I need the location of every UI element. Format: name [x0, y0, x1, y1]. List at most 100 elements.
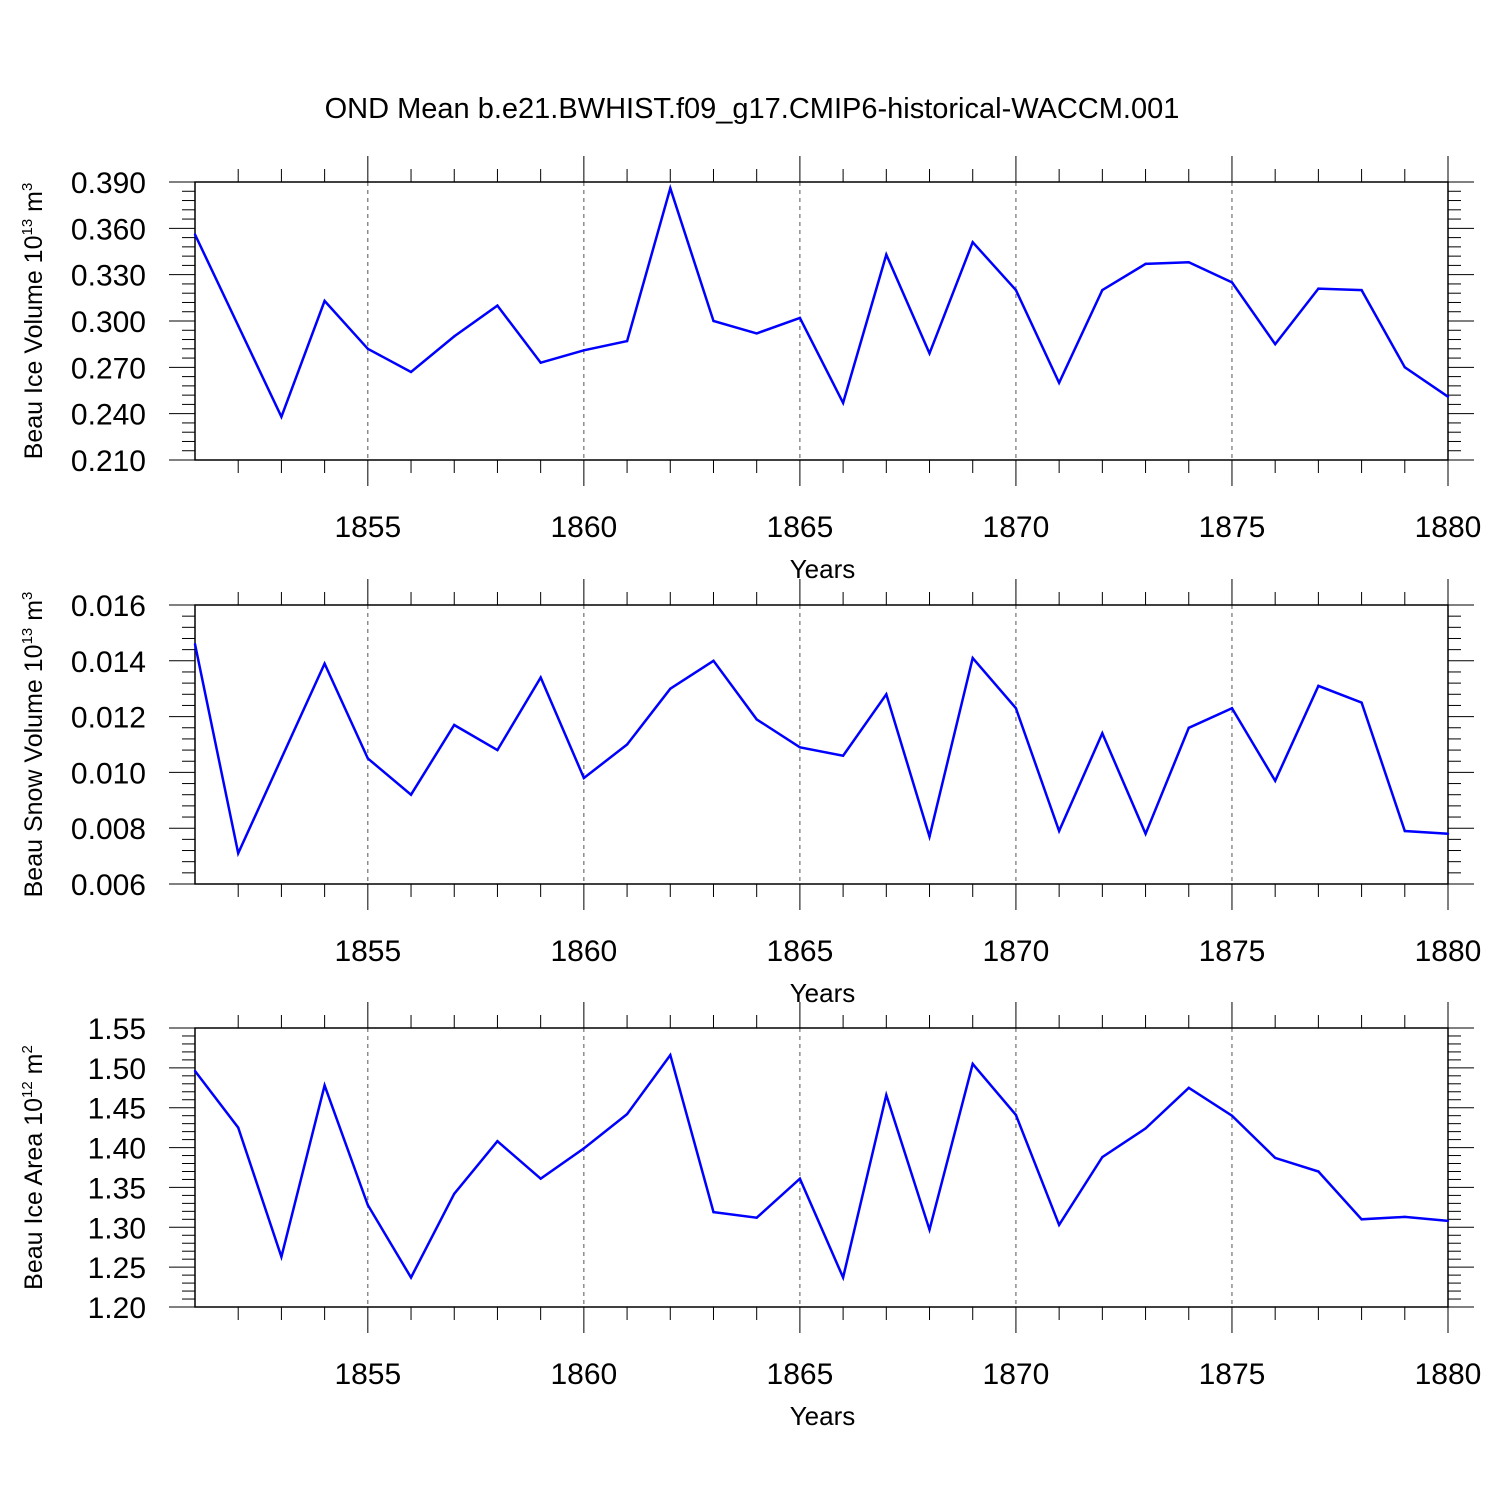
data-point	[280, 757, 283, 760]
data-point	[1057, 381, 1061, 384]
data-point	[539, 676, 542, 679]
y-axis-title-superscript: 2	[19, 1045, 36, 1053]
y-axis-title-superscript: 3	[19, 592, 36, 600]
y-tick-label: 0.210	[71, 445, 146, 478]
y-tick-label: 0.390	[71, 167, 146, 200]
x-tick-label: 1870	[983, 935, 1050, 968]
data-point	[193, 233, 197, 236]
x-axis-title: Years	[790, 1401, 856, 1431]
data-point	[1360, 288, 1363, 292]
data-point	[798, 1177, 802, 1180]
x-tick-label: 1860	[550, 511, 617, 544]
y-axis-title-part: m	[20, 600, 48, 628]
x-tick-label: 1855	[334, 1358, 401, 1391]
x-tick-label: 1880	[1415, 511, 1482, 544]
data-point	[193, 642, 197, 646]
y-axis-title-part: Beau Ice Volume 10	[20, 236, 48, 460]
y-tick-label: 0.016	[71, 590, 146, 623]
data-point	[1187, 726, 1190, 729]
data-point	[1101, 732, 1104, 735]
data-point	[1144, 262, 1147, 266]
data-point	[885, 693, 888, 696]
y-tick-label: 0.300	[71, 306, 146, 339]
data-point	[841, 401, 845, 405]
x-tick-label: 1880	[1415, 1358, 1482, 1391]
y-axis-title-part: m	[20, 1054, 48, 1082]
data-point	[323, 1084, 326, 1087]
data-point	[1360, 701, 1363, 704]
data-point	[971, 1062, 974, 1066]
data-point	[755, 332, 758, 335]
y-axis-title-part: m	[20, 191, 48, 219]
data-point	[1144, 1127, 1147, 1130]
data-point	[712, 659, 715, 662]
data-point	[885, 1093, 888, 1097]
data-point	[798, 746, 802, 749]
plot-frame	[194, 604, 1449, 885]
data-point	[625, 339, 629, 343]
data-point	[1446, 832, 1450, 835]
y-axis-title-part: Beau Ice Area 10	[20, 1098, 48, 1290]
data-point	[1057, 1223, 1061, 1227]
series-line	[193, 183, 1449, 421]
data-point	[971, 656, 974, 660]
y-axis-title: Beau Snow Volume 1013 m3	[19, 592, 48, 898]
data-point	[625, 743, 629, 746]
data-point	[496, 1139, 499, 1143]
data-point	[1101, 1155, 1104, 1159]
data-point	[453, 723, 456, 727]
data-point	[1057, 829, 1061, 833]
data-point	[1187, 261, 1190, 264]
data-point	[1446, 1219, 1450, 1223]
data-point	[366, 347, 370, 350]
data-point	[1360, 1218, 1363, 1221]
data-point	[323, 299, 326, 303]
data-point	[1273, 1156, 1277, 1160]
data-point	[496, 304, 499, 307]
y-tick-label: 1.40	[88, 1133, 146, 1166]
panel-1: 1855 1860 1865 1870 1875 1880 Years 0.210 0.240 0…	[19, 156, 1481, 584]
y-tick-label: 0.270	[71, 352, 146, 385]
data-point	[755, 718, 758, 721]
y-axis-title-superscript: 13	[19, 628, 36, 645]
data-point	[453, 335, 456, 338]
data-point	[1014, 1113, 1018, 1117]
x-tick-label: 1855	[334, 935, 401, 968]
data-point	[582, 349, 586, 352]
data-point	[1446, 395, 1450, 398]
data-point	[798, 316, 802, 320]
y-tick-label: 0.012	[71, 702, 146, 735]
data-point	[928, 352, 931, 355]
y-tick-label: 1.50	[88, 1053, 146, 1086]
y-tick-label: 1.30	[88, 1212, 146, 1245]
series-line	[193, 643, 1449, 858]
data-point	[1014, 288, 1018, 292]
data-point	[280, 415, 283, 418]
data-point	[928, 835, 931, 838]
y-tick-label: 0.360	[71, 213, 146, 246]
plot-frame	[194, 1027, 1449, 1308]
data-point	[928, 1228, 931, 1231]
x-tick-label: 1865	[767, 1358, 834, 1391]
data-point	[366, 757, 370, 760]
y-tick-label: 0.330	[71, 260, 146, 293]
y-axis-title: Beau Ice Area 1012 m2	[19, 1045, 48, 1290]
data-point	[625, 1112, 629, 1116]
y-tick-label: 0.008	[71, 813, 146, 846]
data-point	[582, 776, 586, 780]
data-point	[1317, 287, 1320, 290]
data-point	[280, 1255, 283, 1258]
x-tick-label: 1865	[767, 511, 834, 544]
data-point	[712, 1210, 715, 1214]
x-tick-label: 1855	[334, 511, 401, 544]
x-tick-label: 1870	[983, 511, 1050, 544]
data-point	[453, 1192, 456, 1196]
data-point	[885, 253, 888, 256]
data-point	[755, 1216, 758, 1219]
data-point	[323, 662, 326, 665]
data-point	[1317, 684, 1320, 688]
x-tick-label: 1860	[550, 1358, 617, 1391]
data-point	[1403, 1215, 1406, 1219]
data-point	[1187, 1086, 1190, 1089]
